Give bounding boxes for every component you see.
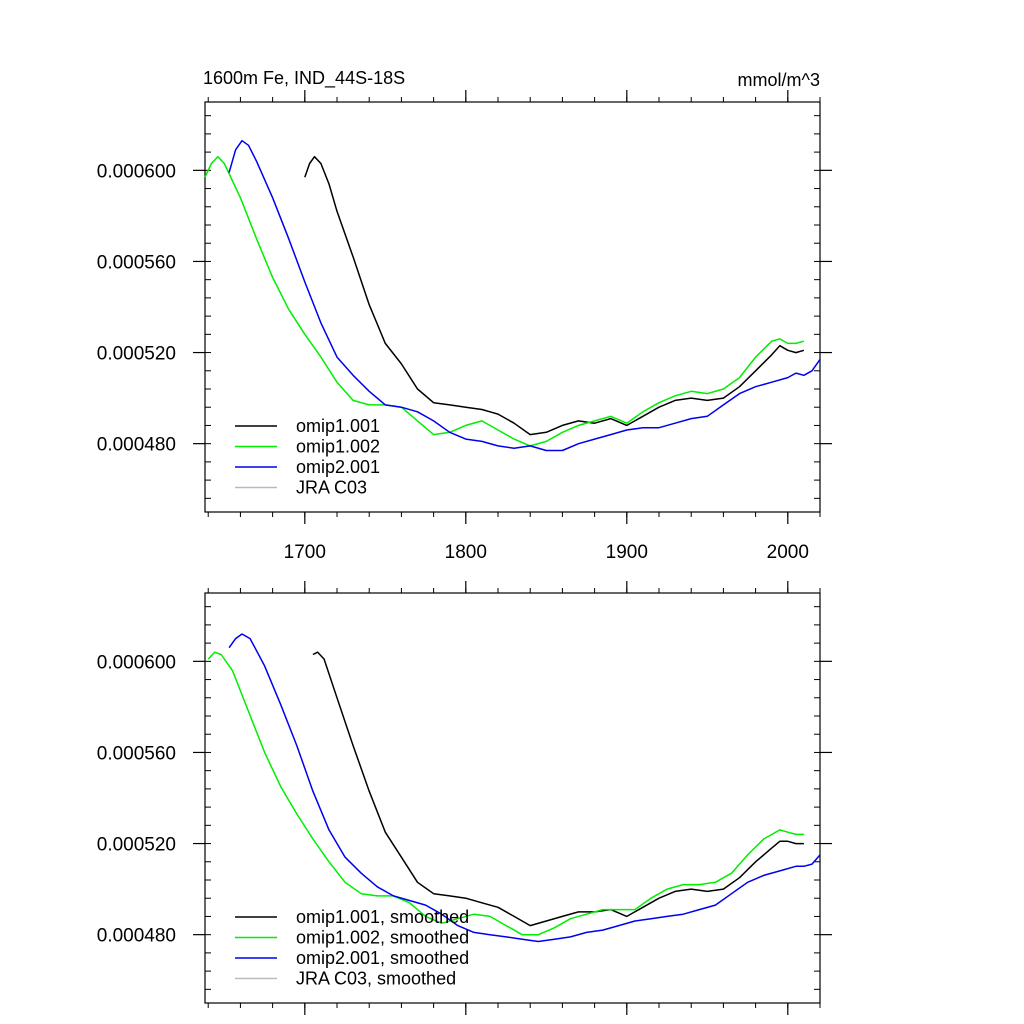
y-tick-label: 0.000560 xyxy=(97,252,176,273)
x-tick-label: 1800 xyxy=(445,542,487,563)
legend-label: omip1.002 xyxy=(296,437,380,457)
y-tick-label: 0.000600 xyxy=(97,652,176,673)
y-tick-label: 0.000480 xyxy=(97,926,176,947)
legend-label: omip2.001, smoothed xyxy=(296,948,469,968)
series-line-omip1-002 xyxy=(204,155,805,447)
y-tick-label: 0.000600 xyxy=(97,161,176,182)
series-line-omip1-001 xyxy=(312,651,804,927)
legend-label: JRA C03 xyxy=(296,478,367,498)
legend-label: JRA C03, smoothed xyxy=(296,969,456,989)
series-line-omip1-002 xyxy=(207,651,804,936)
bottom-panel: 0.000480 0.000520 0.000560 0.000600 omip1.00… xyxy=(97,581,832,1015)
units-label: mmol/m^3 xyxy=(738,70,820,90)
series-line-omip2-001 xyxy=(228,139,821,452)
legend-label: omip1.001, smoothed xyxy=(296,907,469,927)
series-line-omip1-001 xyxy=(304,155,805,436)
figure-title: 1600m Fe, IND_44S-18S xyxy=(203,68,405,89)
plot-frame xyxy=(204,592,821,1004)
legend-label: omip1.001 xyxy=(296,416,380,436)
y-tick-label: 0.000480 xyxy=(97,435,176,456)
x-tick-label: 1900 xyxy=(606,542,648,563)
legend-label: omip1.002, smoothed xyxy=(296,928,469,948)
y-tick-label: 0.000560 xyxy=(97,743,176,764)
top-panel: 0.000480 0.000520 0.000560 0.000600 1700 1800… xyxy=(97,90,832,563)
y-tick-label: 0.000520 xyxy=(97,835,176,856)
legend-label: omip2.001 xyxy=(296,457,380,477)
x-tick-label: 1700 xyxy=(284,542,326,563)
plot-frame xyxy=(204,101,821,513)
y-tick-label: 0.000520 xyxy=(97,344,176,365)
series-line-omip2-001 xyxy=(228,633,821,943)
x-tick-label: 2000 xyxy=(767,542,809,563)
